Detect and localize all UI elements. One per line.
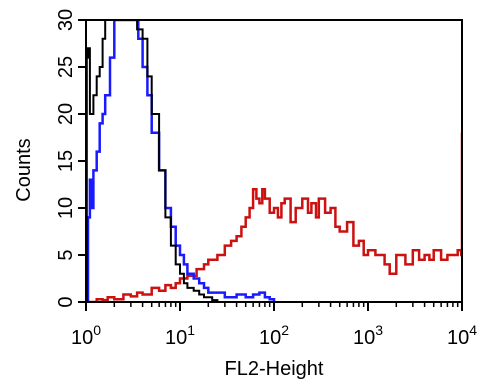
x-axis: 100 101 102 103 104: [71, 302, 477, 349]
x-tick-label: 104: [447, 322, 477, 349]
y-tick-label: 25: [55, 56, 77, 78]
x-axis-title: FL2-Height: [225, 358, 324, 380]
series-line-2: [86, 20, 276, 302]
y-tick-label: 15: [55, 150, 77, 172]
y-tick-label: 0: [55, 296, 77, 307]
x-tick-label: 102: [259, 322, 289, 349]
y-tick-label: 20: [55, 103, 77, 125]
x-tick-label: 103: [353, 322, 383, 349]
x-tick-label: 100: [71, 322, 101, 349]
y-axis-title: Counts: [13, 138, 35, 201]
y-tick-label: 30: [55, 9, 77, 31]
x-tick-label: 101: [165, 322, 195, 349]
y-tick-label: 5: [55, 249, 77, 260]
series-line-1: [86, 132, 462, 302]
series-layer: [86, 20, 462, 302]
plot-area: [85, 19, 463, 303]
series-line-3: [86, 20, 219, 302]
y-axis: 0 5 10 15 20 25 30: [55, 9, 86, 308]
y-tick-label: 10: [55, 197, 77, 219]
